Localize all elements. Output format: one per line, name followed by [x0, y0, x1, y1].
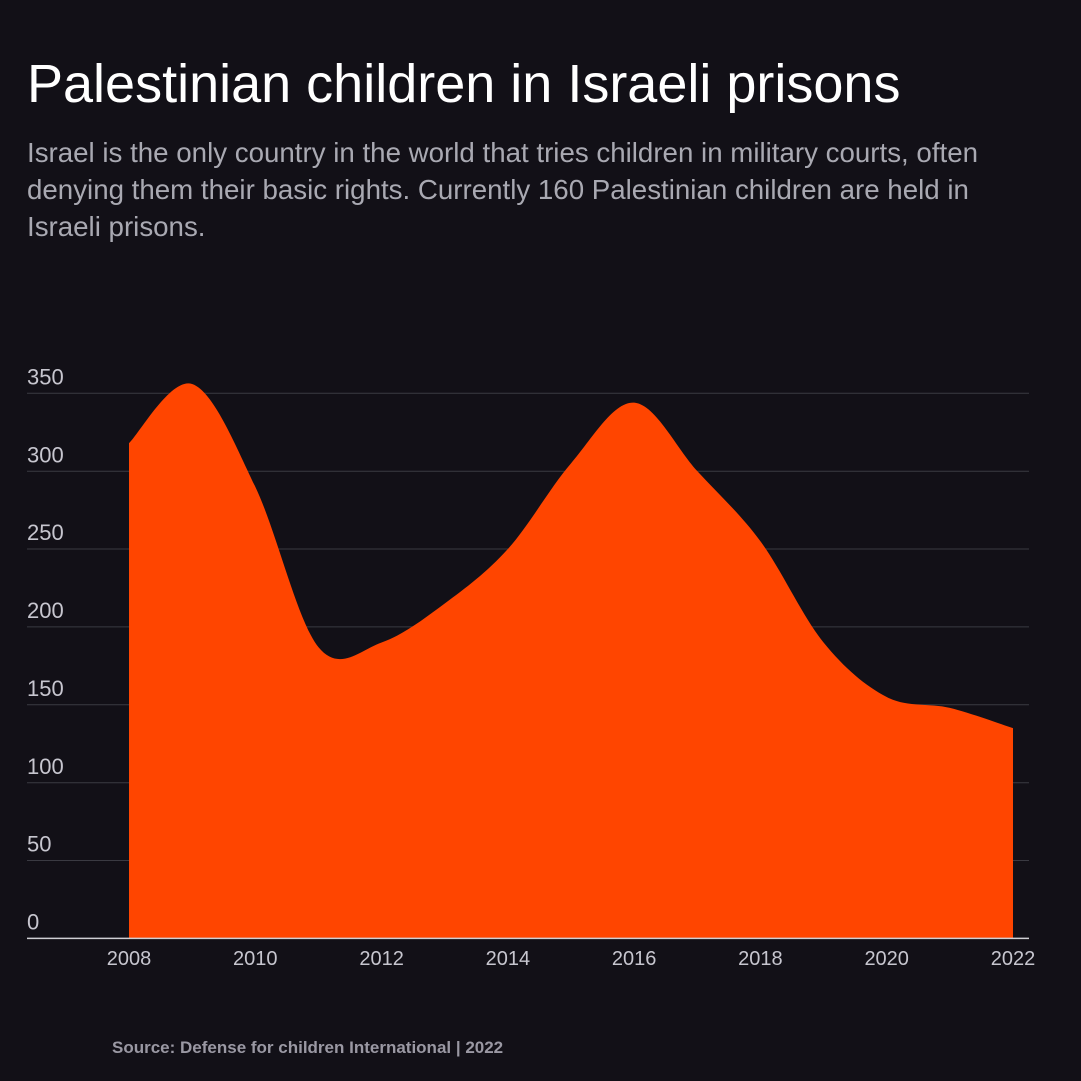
- svg-text:100: 100: [27, 754, 64, 779]
- svg-text:2016: 2016: [612, 948, 657, 970]
- svg-text:2020: 2020: [864, 948, 909, 970]
- svg-text:2012: 2012: [359, 948, 404, 970]
- svg-text:2008: 2008: [107, 948, 152, 970]
- svg-text:2018: 2018: [738, 948, 783, 970]
- svg-text:2010: 2010: [233, 948, 278, 970]
- svg-text:2022: 2022: [991, 948, 1036, 970]
- svg-text:50: 50: [27, 832, 51, 857]
- svg-text:350: 350: [27, 365, 64, 390]
- svg-text:2014: 2014: [486, 948, 531, 970]
- svg-text:150: 150: [27, 676, 64, 701]
- svg-text:300: 300: [27, 442, 64, 467]
- svg-text:250: 250: [27, 520, 64, 545]
- svg-text:0: 0: [27, 910, 39, 935]
- svg-text:200: 200: [27, 598, 64, 623]
